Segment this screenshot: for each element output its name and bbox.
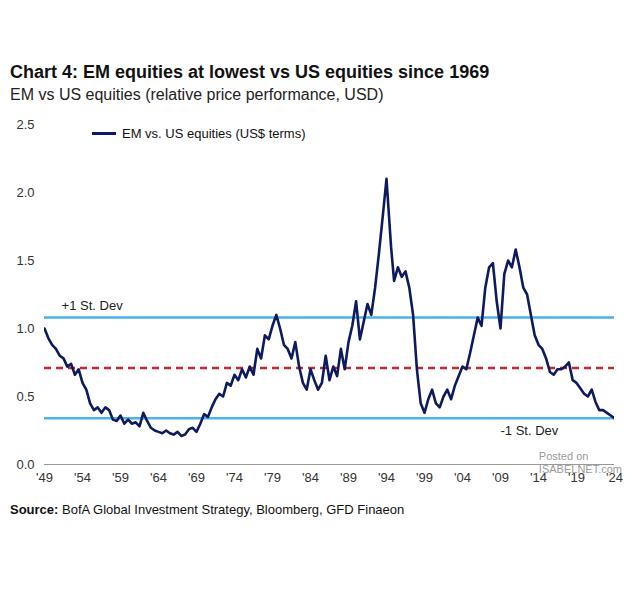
svg-text:'09: '09 [492,470,509,485]
svg-text:'74: '74 [226,470,243,485]
svg-text:'99: '99 [416,470,433,485]
svg-text:'54: '54 [74,470,91,485]
svg-text:'79: '79 [264,470,281,485]
svg-text:'59: '59 [112,470,129,485]
svg-text:1.0: 1.0 [16,321,34,336]
svg-text:'84: '84 [302,470,319,485]
svg-text:'49: '49 [36,470,53,485]
svg-text:'69: '69 [188,470,205,485]
svg-text:-1 St. Dev: -1 St. Dev [501,423,559,438]
svg-text:'04: '04 [454,470,471,485]
svg-text:0.5: 0.5 [16,389,34,404]
svg-text:1.5: 1.5 [16,253,34,268]
svg-text:'64: '64 [150,470,167,485]
svg-text:'89: '89 [340,470,357,485]
svg-text:+1 St. Dev: +1 St. Dev [62,298,124,313]
svg-text:2.5: 2.5 [16,117,34,132]
svg-text:2.0: 2.0 [16,185,34,200]
svg-text:0.0: 0.0 [16,457,34,472]
svg-text:'94: '94 [378,470,395,485]
